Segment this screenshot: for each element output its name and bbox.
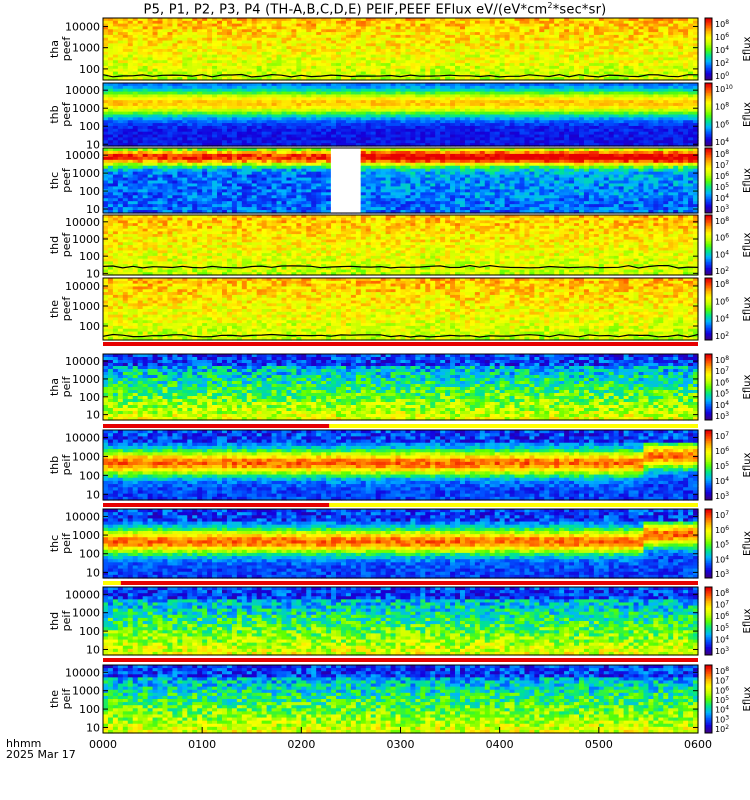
colorbar-tick-label: 100	[715, 71, 729, 81]
colorbar: 108 106 104 102 100 Eflux	[705, 18, 750, 81]
colorbar-tick-label: 104	[715, 45, 729, 55]
colorbar-tick-label: 106	[715, 32, 729, 42]
y-tick-label: 100	[79, 63, 100, 76]
y-tick-label: 1000	[72, 42, 100, 55]
colorbar-label: Eflux	[742, 36, 750, 61]
colorbar-tick-label: 108	[715, 19, 729, 29]
colorbar-tick-label: 102	[715, 58, 729, 68]
species-label: peef	[60, 36, 73, 62]
panel-thb-peef: 10000100010010thb peef1010108106104Eflux	[48, 83, 750, 151]
y-tick-label: 10000	[65, 20, 100, 33]
